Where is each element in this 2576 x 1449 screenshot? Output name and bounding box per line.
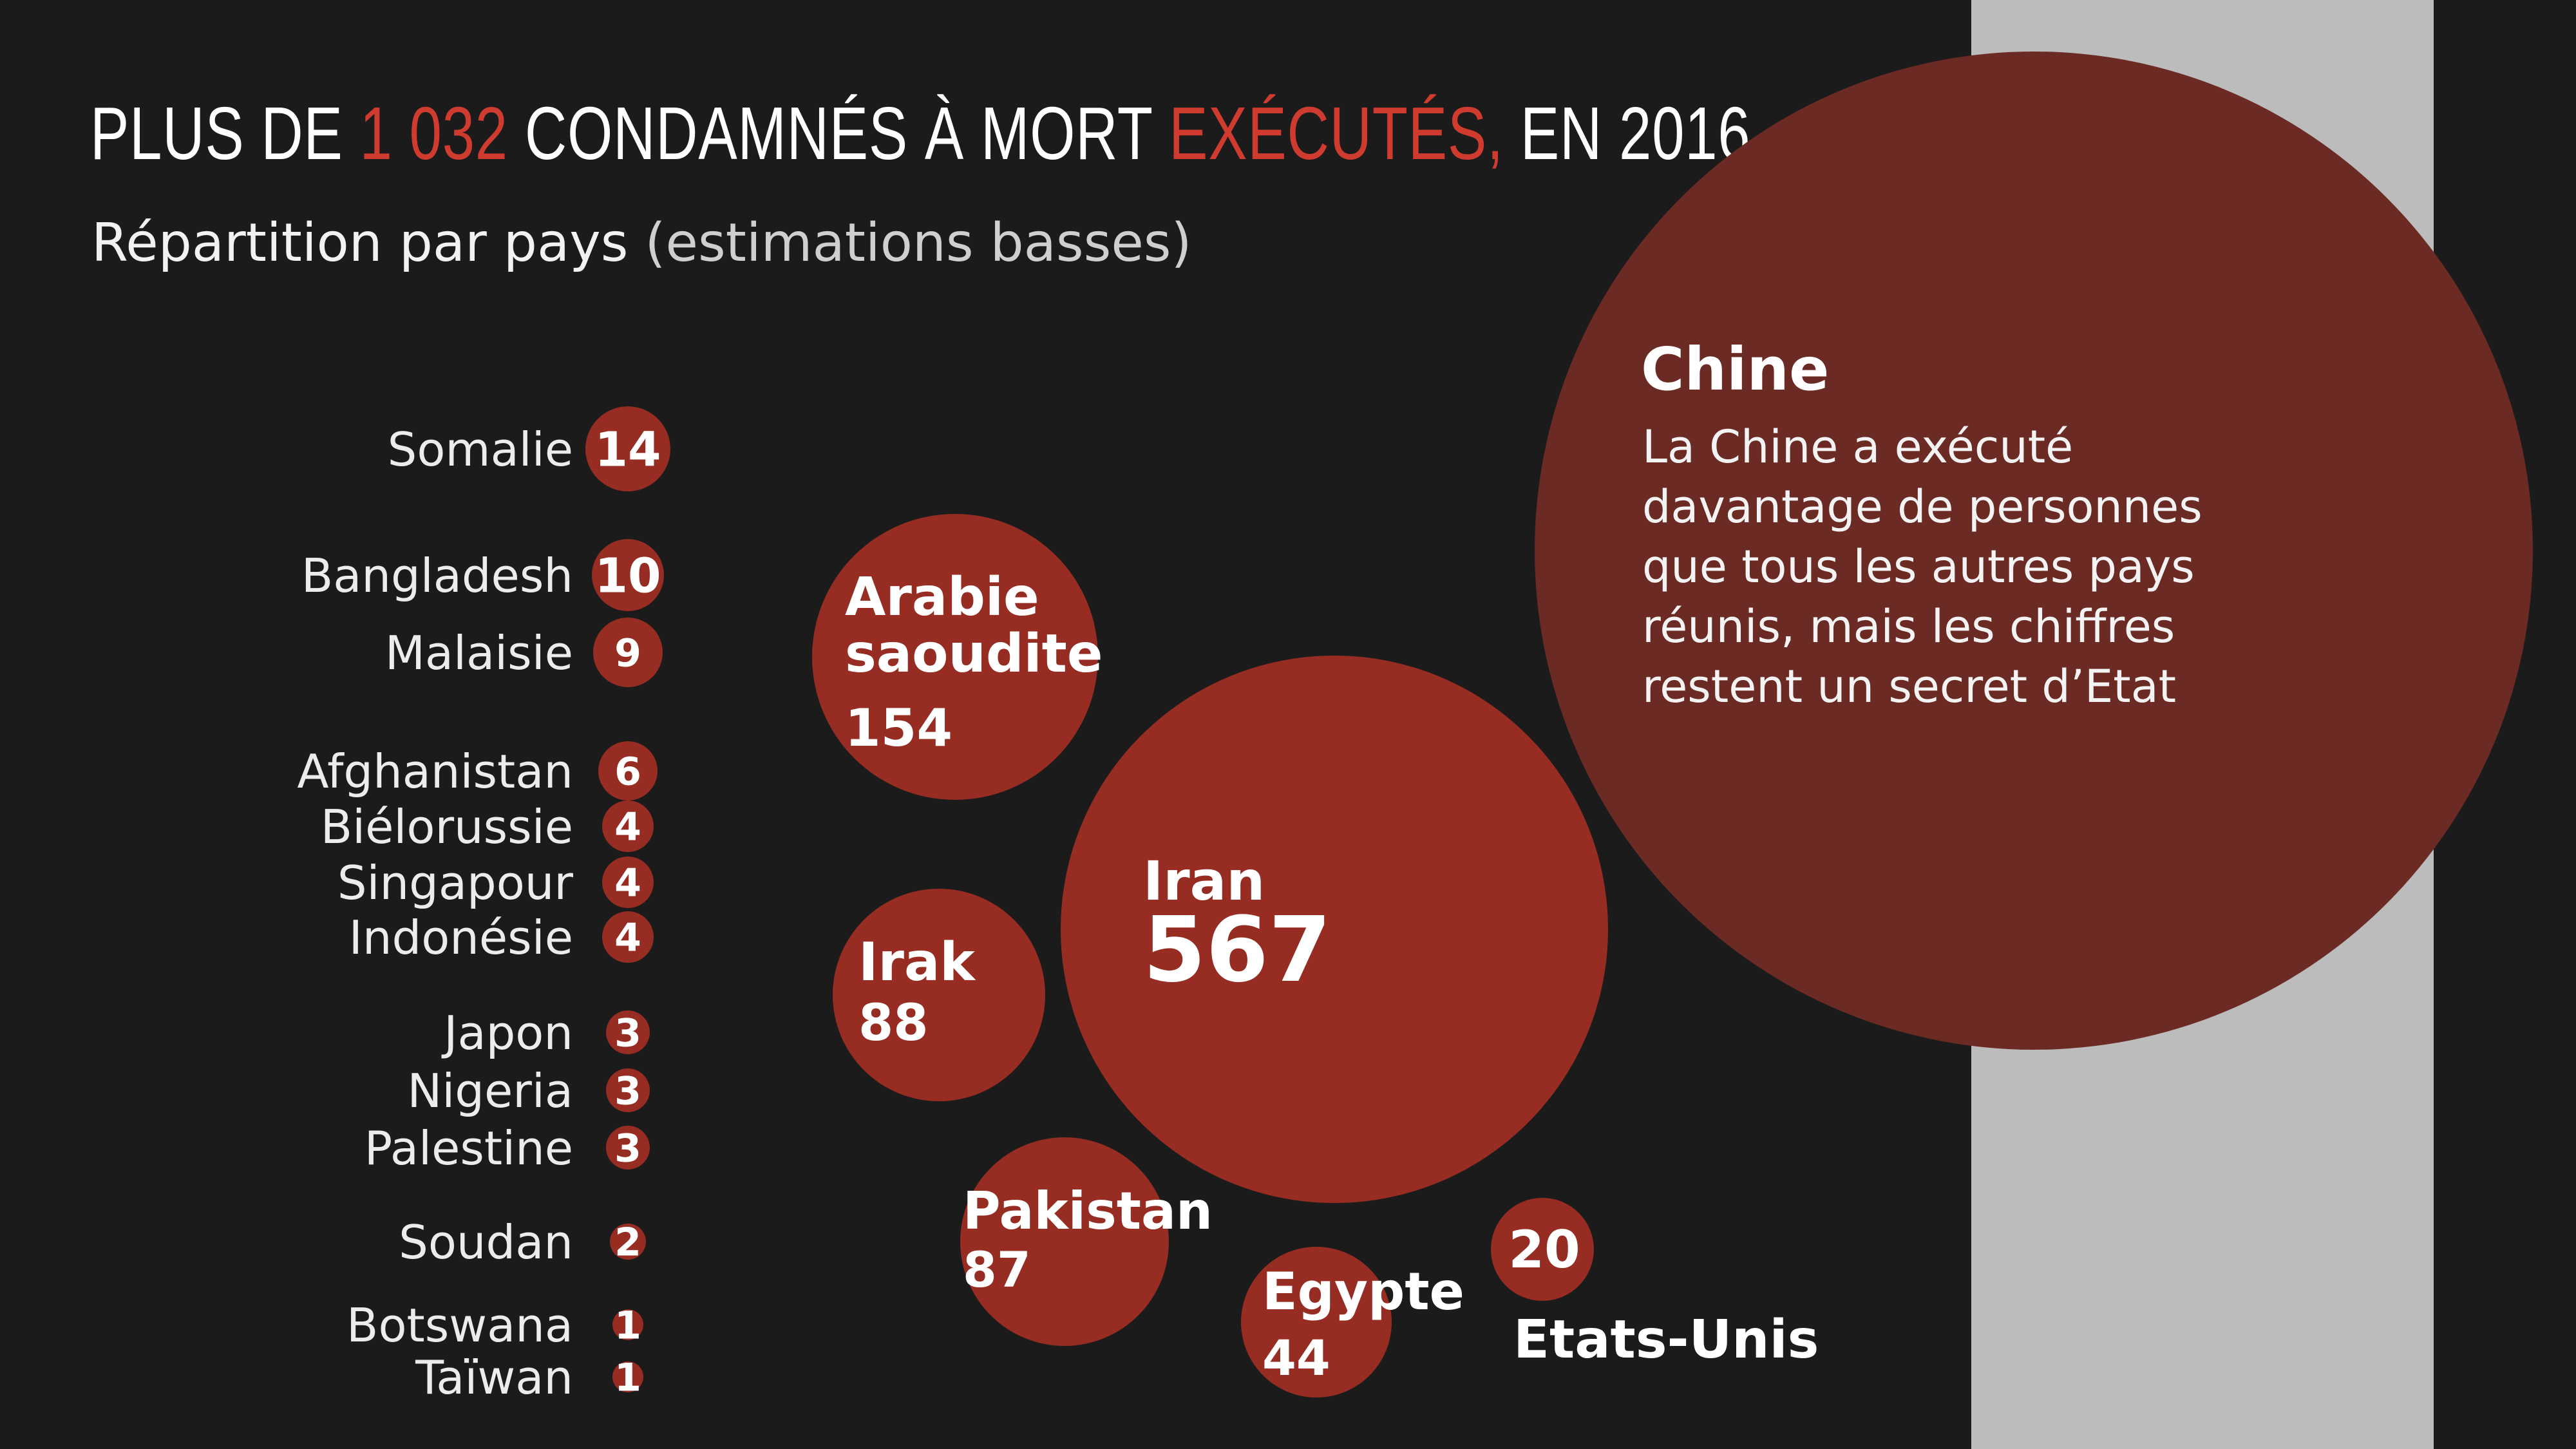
chine-description-line: restent un secret d’Etat	[1642, 660, 2176, 713]
country-value-afghanistan: 6	[614, 750, 641, 795]
bubble-value-pakistan: 87	[963, 1241, 1031, 1298]
country-label-malaisie: Malaisie	[385, 626, 573, 680]
chine-description-line: que tous les autres pays	[1642, 540, 2195, 593]
country-bubble-bielorussie	[602, 800, 654, 852]
country-bubble-soudan	[610, 1224, 646, 1260]
title-year: EN 2016	[1503, 91, 1751, 175]
chart-subtitle: Répartition par pays (estimations basses…	[91, 213, 1192, 274]
country-value-nigeria: 3	[614, 1069, 641, 1114]
bubble-label-etats-unis: Etats-Unis	[1513, 1309, 1819, 1370]
bubble-label-irak: Irak	[858, 932, 976, 993]
bubble-label-iran: Iran	[1143, 849, 1265, 913]
country-label-soudan: Soudan	[399, 1215, 573, 1269]
chine-group: Chine La Chine a exécuté davantage de pers…	[1535, 52, 2533, 1050]
bubble-label-pakistan: Pakistan	[963, 1181, 1213, 1241]
country-label-bielorussie: Biélorussie	[321, 800, 573, 854]
chine-description-line: La Chine a exécuté	[1642, 421, 2073, 473]
country-value-bangladesh: 10	[595, 549, 661, 604]
subtitle-note: (estimations basses)	[645, 213, 1192, 274]
country-value-somalie: 14	[595, 422, 661, 478]
chart-title: PLUS DE 1 032 CONDAMNÉS À MORT EXÉCUTÉS,…	[90, 90, 1750, 176]
country-bubble-botswana	[612, 1309, 643, 1340]
bubble-irak	[833, 889, 1045, 1101]
country-value-botswana: 1	[614, 1303, 641, 1349]
country-label-afghanistan: Afghanistan	[297, 744, 573, 799]
bubble-label-arabie-saoudite: saoudite	[845, 623, 1103, 685]
country-bubble-japon	[606, 1010, 650, 1054]
country-label-bangladesh: Bangladesh	[301, 549, 573, 603]
country-label-nigeria: Nigeria	[407, 1064, 573, 1118]
country-label-taiwan: Taïwan	[415, 1350, 573, 1405]
country-label-botswana: Botswana	[346, 1298, 573, 1352]
country-bubble-indonesie	[602, 911, 654, 963]
country-value-taiwan: 1	[614, 1356, 641, 1401]
country-bubble-somalie	[585, 406, 670, 491]
country-value-soudan: 2	[614, 1220, 641, 1265]
country-label-indonesie: Indonésie	[349, 911, 573, 965]
country-bubble-bangladesh	[592, 539, 664, 611]
title-part-1: PLUS DE	[90, 91, 360, 175]
country-value-indonesie: 4	[614, 916, 641, 961]
country-value-bielorussie: 4	[614, 805, 641, 850]
title-total-count: 1 032	[359, 91, 508, 175]
country-bubble-nigeria	[606, 1068, 650, 1112]
title-part-2: CONDAMNÉS À MORT	[507, 91, 1170, 175]
country-bubble-palestine	[606, 1126, 650, 1170]
bubble-etats-unis	[1491, 1198, 1594, 1301]
subtitle-main: Répartition par pays	[91, 213, 629, 274]
bubble-egypte	[1241, 1247, 1392, 1397]
country-bubble-taiwan	[612, 1361, 643, 1392]
chine-name: Chine	[1641, 335, 1829, 404]
country-value-malaisie: 9	[614, 631, 641, 676]
country-value-palestine: 3	[614, 1126, 641, 1171]
country-value-japon: 3	[614, 1011, 641, 1056]
bubble-value-arabie-saoudite: 154	[845, 698, 952, 758]
bubble-value-etats-unis: 20	[1508, 1220, 1580, 1280]
country-label-japon: Japon	[441, 1006, 573, 1060]
bubble-label-egypte: Egypte	[1262, 1262, 1464, 1321]
country-bubble-singapour	[602, 857, 654, 908]
bubble-value-iran: 567	[1143, 898, 1331, 1003]
bubble-value-egypte: 44	[1262, 1329, 1331, 1387]
bubble-pakistan	[960, 1137, 1169, 1346]
country-value-singapour: 4	[614, 861, 641, 906]
bubble-label-arabie-saoudite: Arabie	[845, 567, 1039, 628]
country-bubble-malaisie	[593, 618, 663, 687]
chine-bubble	[1535, 52, 2533, 1050]
bubble-iran	[1061, 656, 1608, 1203]
title-executed-word: EXÉCUTÉS,	[1169, 91, 1504, 175]
country-label-palestine: Palestine	[365, 1121, 573, 1175]
bubble-value-irak: 88	[858, 994, 929, 1052]
bubble-arabie-saoudite	[812, 514, 1098, 800]
country-label-somalie: Somalie	[388, 422, 573, 477]
chine-description-line: réunis, mais les chiffres	[1642, 600, 2175, 653]
country-bubble-afghanistan	[598, 741, 658, 800]
chine-description-line: davantage de personnes	[1642, 480, 2202, 533]
country-label-singapour: Singapour	[337, 856, 574, 910]
